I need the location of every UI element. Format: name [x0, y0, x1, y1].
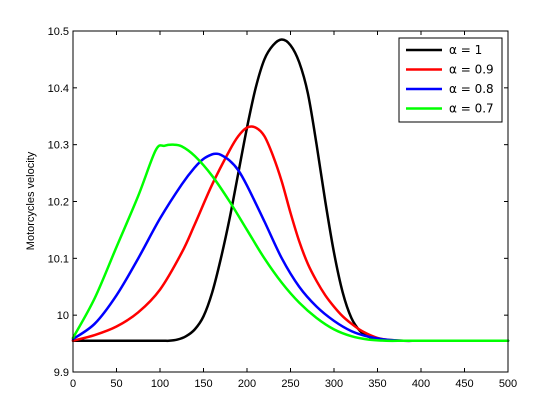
y-axis: 9.9 10 10.1 10.2 10.3 10.4 10.5	[48, 26, 508, 379]
x-tick-label: 0	[70, 378, 76, 390]
y-tick-label: 10.1	[48, 253, 69, 265]
x-tick-label: 200	[238, 378, 256, 390]
x-tick-label: 300	[325, 378, 343, 390]
x-tick-label: 250	[281, 378, 299, 390]
series-lines	[71, 38, 510, 343]
y-tick-label: 9.9	[54, 367, 69, 379]
legend-label: α = 1	[449, 43, 482, 57]
legend-label: α = 0.8	[449, 82, 494, 96]
y-axis-label: Motorcycles velocity	[25, 151, 37, 250]
y-tick-label: 10.4	[48, 83, 69, 95]
x-tick-label: 500	[499, 378, 517, 390]
y-tick-label: 10.5	[48, 26, 69, 38]
legend-label: α = 0.7	[449, 102, 494, 116]
series-line-4	[71, 143, 510, 343]
x-tick-label: 400	[412, 378, 430, 390]
x-tick-label: 100	[151, 378, 169, 390]
y-tick-label: 10.3	[48, 140, 69, 152]
x-tick-label: 450	[455, 378, 473, 390]
x-tick-label: 50	[110, 378, 122, 390]
y-tick-label: 10	[57, 310, 69, 322]
legend: α = 1 α = 0.9 α = 0.8 α = 0.7	[398, 37, 503, 123]
x-axis: 0 50 100 150 200 250 300 350 400 450 500	[70, 31, 517, 390]
legend-label: α = 0.9	[449, 63, 494, 77]
x-tick-label: 150	[194, 378, 212, 390]
y-tick-label: 10.2	[48, 197, 69, 209]
x-tick-label: 350	[368, 378, 386, 390]
series-line-3	[71, 152, 510, 343]
